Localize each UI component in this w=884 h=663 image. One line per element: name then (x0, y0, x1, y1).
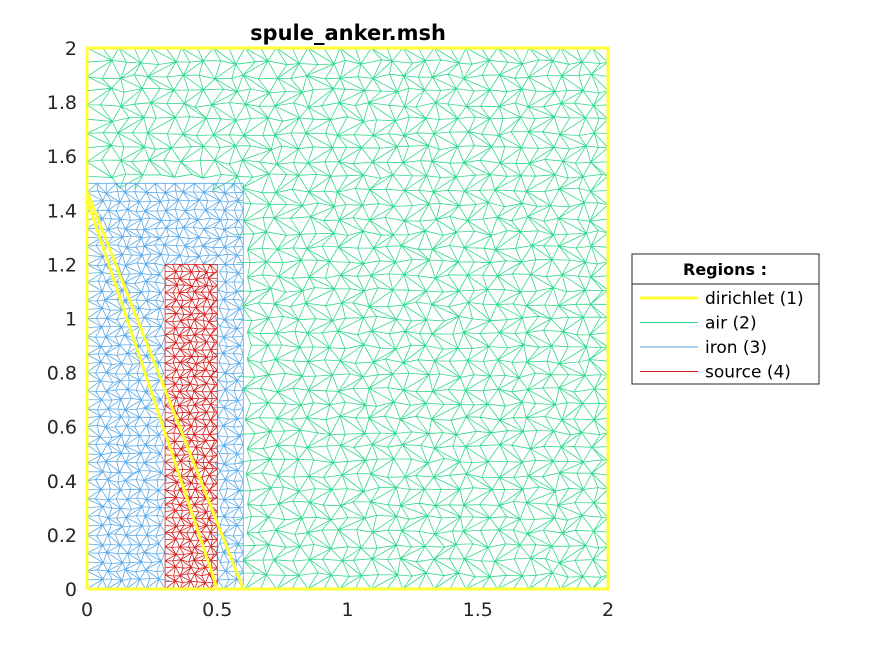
x-tick-label: 1 (341, 599, 353, 621)
legend-entry-label: air (2) (705, 314, 757, 334)
y-tick-label: 1 (65, 309, 77, 331)
legend-entry-label: dirichlet (1) (705, 289, 804, 309)
y-tick-label: 1.8 (47, 92, 77, 114)
x-tick-label: 1.5 (463, 599, 493, 621)
dirichlet-line-0 (85, 46, 610, 591)
x-tick-label: 0 (81, 599, 93, 621)
y-tick-label: 1.6 (47, 146, 77, 168)
legend-entry-label: source (4) (705, 363, 791, 383)
y-tick-label: 0.4 (47, 471, 77, 493)
x-tick-label: 2 (602, 599, 614, 621)
dirichlet-line-1 (85, 199, 219, 590)
legend-box (631, 253, 820, 385)
y-tick-label: 2 (65, 38, 77, 60)
dirichlet-line-2 (85, 190, 245, 590)
y-tick-label: 0.8 (47, 363, 77, 385)
legend-entry-label: iron (3) (705, 338, 767, 358)
y-tick-label: 0.6 (47, 417, 77, 439)
legend-title: Regions : (683, 260, 767, 279)
axes: 0 0.5 1 1.5 2 0 0.2 0.4 0.6 0.8 1 1.2 1.4 1.6 1.8 2 (47, 38, 614, 621)
dirichlet-boundary (85, 46, 610, 591)
chart-title: spule_anker.msh (250, 21, 446, 45)
source-mesh-edges (164, 264, 218, 590)
source-mesh (164, 264, 218, 590)
y-tick-label: 1.4 (47, 200, 77, 222)
y-tick-label: 0.2 (47, 525, 77, 547)
y-tick-label: 1.2 (47, 254, 77, 276)
x-tick-label: 0.5 (202, 599, 232, 621)
legend: Regions : dirichlet (1) air (2) iron (3) so… (631, 253, 820, 385)
y-tick-label: 0 (65, 579, 77, 601)
plot-area (85, 46, 610, 591)
